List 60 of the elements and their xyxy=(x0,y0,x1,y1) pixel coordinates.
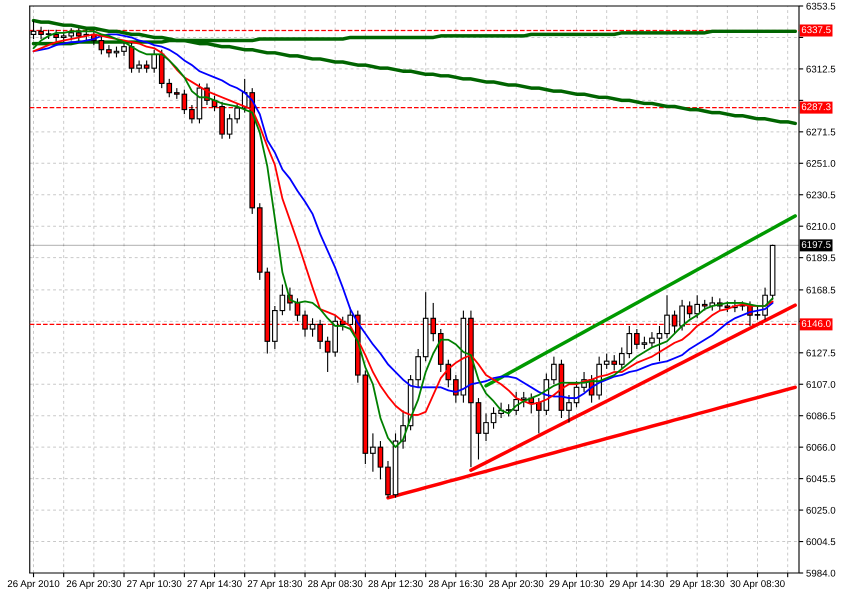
x-tick-label: 30 Apr 08:30 xyxy=(730,580,785,590)
candlestick xyxy=(415,348,421,388)
candlestick xyxy=(694,294,700,319)
candlestick xyxy=(68,28,74,42)
candlestick xyxy=(144,60,150,74)
candlestick xyxy=(151,49,158,74)
ref-line-label: 6146.0 xyxy=(802,320,831,328)
candlestick xyxy=(604,353,610,370)
candlestick xyxy=(551,356,557,385)
candlestick xyxy=(634,328,640,350)
ref-line-label: 6287.3 xyxy=(802,103,831,110)
y-tick-label: 6353.5 xyxy=(806,2,836,10)
candlestick xyxy=(506,404,512,418)
y-tick-label: 6230.5 xyxy=(806,191,836,198)
x-tick-label: 27 Apr 18:30 xyxy=(248,580,302,590)
candlestick xyxy=(280,284,286,316)
y-tick-label: 5984.0 xyxy=(806,570,836,577)
x-tick-label: 29 Apr 18:30 xyxy=(670,580,724,590)
candlestick xyxy=(642,336,648,350)
x-tick-label: 28 Apr 16:30 xyxy=(428,580,484,590)
y-tick-label: 6025.0 xyxy=(806,506,836,514)
candlestick xyxy=(174,88,180,100)
y-tick-label: 6127.5 xyxy=(806,350,836,356)
x-tick-label: 29 Apr 14:30 xyxy=(610,580,664,590)
candlestick xyxy=(702,299,708,312)
x-tick-label: 28 Apr 20:30 xyxy=(489,580,544,590)
y-tick-label: 6107.0 xyxy=(806,380,836,388)
candlestick xyxy=(136,60,142,74)
candlestick xyxy=(611,354,618,371)
candlestick xyxy=(324,336,330,373)
y-tick-label: 6086.5 xyxy=(806,412,836,420)
candlestick xyxy=(686,300,692,319)
candlestick xyxy=(618,346,625,370)
ref-line-label: 6197.5 xyxy=(802,241,831,248)
y-tick-label: 6189.5 xyxy=(806,254,836,262)
x-tick-label: 27 Apr 14:30 xyxy=(187,580,242,590)
y-tick-label: 6251.0 xyxy=(806,160,836,167)
candlestick xyxy=(370,432,376,472)
y-tick-label: 6210.0 xyxy=(806,222,836,230)
candlestick xyxy=(626,325,632,359)
ref-line-label: 6337.5 xyxy=(802,26,831,34)
candlestick xyxy=(166,78,172,98)
x-tick-label: 26 Apr 20:30 xyxy=(66,580,122,590)
x-tick-label: 27 Apr 10:30 xyxy=(127,580,182,590)
line-series xyxy=(32,18,797,126)
candlestick xyxy=(226,114,232,140)
line-series xyxy=(484,214,797,388)
y-tick-label: 6004.5 xyxy=(806,538,836,546)
y-tick-label: 6066.0 xyxy=(806,444,836,451)
y-tick-label: 6168.5 xyxy=(806,286,836,294)
y-tick-label: 6271.5 xyxy=(806,128,836,136)
x-tick-label: 28 Apr 08:30 xyxy=(308,580,362,590)
x-tick-label: 28 Apr 12:30 xyxy=(368,580,423,590)
x-tick-label: 29 Apr 10:30 xyxy=(549,580,604,590)
candlestick xyxy=(679,299,685,332)
x-tick-label: 26 Apr 2010 xyxy=(8,580,60,590)
candlestick xyxy=(60,30,67,43)
candlestick xyxy=(234,102,240,124)
y-tick-label: 6312.5 xyxy=(806,66,836,73)
y-tick-label: 6045.5 xyxy=(806,475,836,482)
